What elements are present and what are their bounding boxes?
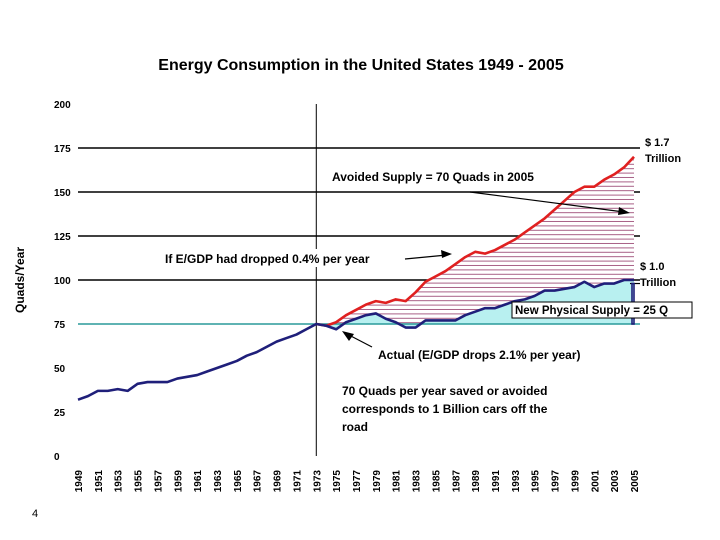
projected-series-line xyxy=(316,155,635,328)
cost-1-0-unit: Trillion xyxy=(640,277,676,289)
avoided-supply-label-box xyxy=(330,166,562,186)
e-gdp-04-label-box xyxy=(162,249,404,267)
x-tick-label: 1999 xyxy=(570,470,581,493)
y-tick-label: 100 xyxy=(54,276,71,287)
y-tick-label: 125 xyxy=(54,232,71,243)
y-tick-label: 175 xyxy=(54,144,71,155)
x-tick-label: 1963 xyxy=(213,470,224,493)
e-gdp-04-label: If E/GDP had dropped 0.4% per year xyxy=(165,252,370,266)
cost-1-0-value: $ 1.0 xyxy=(640,261,664,273)
x-tick-label: 2005 xyxy=(630,470,641,493)
y-axis-label: Quads/Year xyxy=(13,247,27,313)
x-tick-label: 1971 xyxy=(292,470,303,493)
avoided-supply-label: Avoided Supply = 70 Quads in 2005 xyxy=(332,170,534,184)
x-tick-label: 1951 xyxy=(94,470,105,493)
summary-line-1: 70 Quads per year saved or avoided xyxy=(342,384,547,398)
y-tick-label: 150 xyxy=(54,188,71,199)
x-tick-label: 1975 xyxy=(332,470,343,493)
e-gdp-04-arrow xyxy=(404,254,448,260)
x-tick-label: 1981 xyxy=(392,470,403,493)
cost-1-7-unit: Trillion xyxy=(645,153,681,165)
y-tick-label: 75 xyxy=(54,320,66,331)
actual-series-label: Actual (E/GDP drops 2.1% per year) xyxy=(378,348,581,362)
x-tick-label: 1955 xyxy=(134,470,145,493)
x-tick-label: 1953 xyxy=(114,470,125,493)
x-tick-label: 1987 xyxy=(451,470,462,493)
x-tick-label: 2001 xyxy=(590,470,601,493)
x-tick-label: 1965 xyxy=(233,470,244,493)
x-tick-label: 1949 xyxy=(74,470,85,493)
x-tick-label: 1989 xyxy=(471,470,482,493)
y-tick-label: 0 xyxy=(54,452,60,463)
x-tick-label: 2003 xyxy=(610,470,621,493)
summary-line-3: road xyxy=(342,420,368,434)
x-tick-label: 1983 xyxy=(412,470,423,493)
y-tick-label: 25 xyxy=(54,408,66,419)
e-gdp-04-arrowhead xyxy=(441,250,452,258)
slide-number: 4 xyxy=(32,508,38,520)
avoided-supply-region xyxy=(316,156,634,330)
x-tick-label: 1993 xyxy=(511,470,522,493)
x-tick-label: 1977 xyxy=(352,470,363,493)
x-tick-label: 1995 xyxy=(531,470,542,493)
x-tick-label: 1959 xyxy=(173,470,184,493)
avoided-supply-arrow xyxy=(469,191,625,213)
x-tick-label: 1961 xyxy=(193,470,204,493)
cost-1-7-value: $ 1.7 xyxy=(645,137,669,149)
new-supply-label: New Physical Supply = 25 Q xyxy=(515,305,668,317)
x-tick-label: 1991 xyxy=(491,470,502,493)
new-supply-label-box xyxy=(511,301,693,319)
avoided-supply-arrowhead xyxy=(618,207,630,215)
actual-series-line xyxy=(77,278,634,401)
x-tick-label: 1957 xyxy=(153,470,164,493)
x-tick-label: 1969 xyxy=(273,470,284,493)
x-tick-label: 1985 xyxy=(431,470,442,493)
actual-arrowhead xyxy=(342,331,354,341)
x-tick-label: 1973 xyxy=(312,470,323,493)
y-tick-label: 200 xyxy=(54,100,71,111)
x-tick-label: 1967 xyxy=(253,470,264,493)
y-tick-label: 50 xyxy=(54,364,66,375)
x-tick-label: 1979 xyxy=(372,470,383,493)
chart-title: Energy Consumption in the United States … xyxy=(158,57,564,74)
summary-line-2: corresponds to 1 Billion cars off the xyxy=(342,402,548,416)
x-tick-label: 1997 xyxy=(551,470,562,493)
